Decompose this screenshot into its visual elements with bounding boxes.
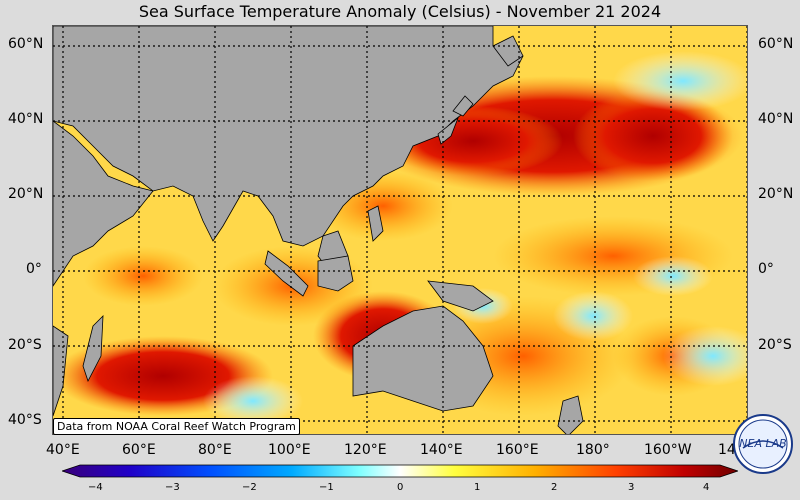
lat-label-left-20n: 20°N [8,186,44,202]
lat-label-left-eq: 0° [26,261,42,277]
lon-label-40e: 40°E [46,442,80,458]
logo-text: NEA LAB [739,437,786,450]
lon-label-120e: 120°E [344,442,387,458]
lat-label-right-40n: 40°N [758,111,794,127]
colorbar-tick-neg4: −4 [88,482,103,493]
lat-label-right-20n: 20°N [758,186,794,202]
colorbar-tick-1: 1 [474,482,481,493]
sst-anomaly-map [52,25,748,435]
lat-label-right-eq: 0° [758,261,774,277]
colorbar-tick-4: 4 [703,482,710,493]
land [53,26,584,434]
graticule [53,26,747,434]
colorbar-tick-neg2: −2 [242,482,257,493]
lon-label-180: 180° [576,442,610,458]
lon-label-160w: 160°W [644,442,692,458]
lat-label-right-20s: 20°S [758,337,792,353]
map-title: Sea Surface Temperature Anomaly (Celsius… [138,2,662,21]
lon-label-80e: 80°E [198,442,232,458]
lat-label-left-20s: 20°S [8,337,42,353]
lon-label-100e: 100°E [268,442,311,458]
colorbar-tick-0: 0 [397,482,404,493]
lon-label-140e: 140°E [420,442,463,458]
colorbar [62,464,738,478]
lon-label-160e: 160°E [496,442,539,458]
lat-label-left-40s: 40°S [8,412,42,428]
colorbar-tick-3: 3 [628,482,635,493]
lat-label-left-40n: 40°N [8,111,44,127]
lat-label-left-60n: 60°N [8,36,44,52]
lon-label-60e: 60°E [122,442,156,458]
data-credit: Data from NOAA Coral Reef Watch Program [53,418,300,435]
lon-label-140w: 14 [718,442,736,458]
colorbar-tick-neg3: −3 [165,482,180,493]
colorbar-tick-neg1: −1 [319,482,334,493]
lat-label-right-60n: 60°N [758,36,794,52]
colorbar-tick-2: 2 [551,482,558,493]
nealab-logo: NEA LAB [733,414,793,474]
